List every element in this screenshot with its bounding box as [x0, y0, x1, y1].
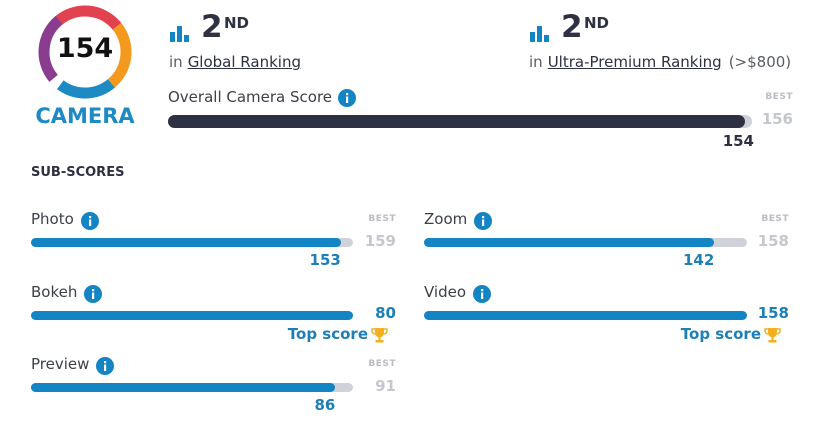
best-value: 158 [757, 232, 789, 250]
rank-prefix: in [169, 53, 183, 71]
info-icon[interactable] [473, 285, 492, 303]
sub-bar [31, 238, 341, 247]
trophy-icon [371, 327, 388, 343]
sub-bar [424, 311, 747, 320]
best-label: BEST [765, 92, 793, 102]
rank-number: 2 [201, 9, 223, 45]
rank-suffix: ND [584, 14, 610, 32]
top-score: Top score [680, 325, 761, 343]
sub-bar [31, 311, 353, 320]
sub-label: Video [424, 283, 467, 301]
sub-score: 80 [375, 304, 396, 322]
rank-prefix: in [529, 53, 543, 71]
rank-icon [530, 24, 552, 42]
badge-score: 154 [56, 33, 114, 64]
rank-line: in Ultra-Premium Ranking (>$800) [529, 53, 791, 71]
badge-ring [38, 5, 132, 99]
best-label: BEST [368, 359, 396, 369]
sub-score: 153 [309, 251, 341, 269]
badge-label: CAMERA [35, 104, 135, 128]
sub-label: Bokeh [31, 283, 78, 301]
best-label: BEST [761, 214, 789, 224]
info-icon[interactable] [474, 212, 493, 230]
best-value: 91 [375, 377, 396, 395]
sub-bar [424, 238, 715, 247]
top-score: Top score [287, 325, 368, 343]
sub-score: 86 [314, 396, 336, 414]
rank-icon [170, 24, 192, 42]
best-label: BEST [368, 214, 396, 224]
info-icon[interactable] [80, 212, 99, 230]
rank-link[interactable]: Ultra-Premium Ranking [547, 53, 722, 71]
rank-link[interactable]: Global Ranking [187, 53, 301, 71]
overall-bar [168, 115, 745, 128]
trophy-icon [764, 327, 781, 343]
info-icon[interactable] [338, 89, 357, 107]
info-icon[interactable] [84, 285, 103, 303]
sub-scores-title: SUB-SCORES [31, 165, 125, 180]
rank-number: 2 [561, 9, 583, 45]
sub-score: 142 [682, 251, 715, 269]
best-value: 156 [761, 110, 793, 128]
rank-suffix: ND [224, 14, 250, 32]
info-icon[interactable] [96, 357, 115, 375]
sub-score: 158 [757, 304, 789, 322]
sub-bar [31, 383, 336, 392]
sub-label: Photo [31, 210, 74, 228]
overall-label: Overall Camera Score [168, 88, 333, 106]
rank-note: (>$800) [728, 53, 792, 71]
sub-label: Zoom [424, 210, 468, 228]
rank-line: in Global Ranking [169, 53, 301, 71]
sub-label: Preview [31, 355, 90, 373]
best-value: 159 [364, 232, 396, 250]
overall-score: 154 [722, 132, 754, 150]
